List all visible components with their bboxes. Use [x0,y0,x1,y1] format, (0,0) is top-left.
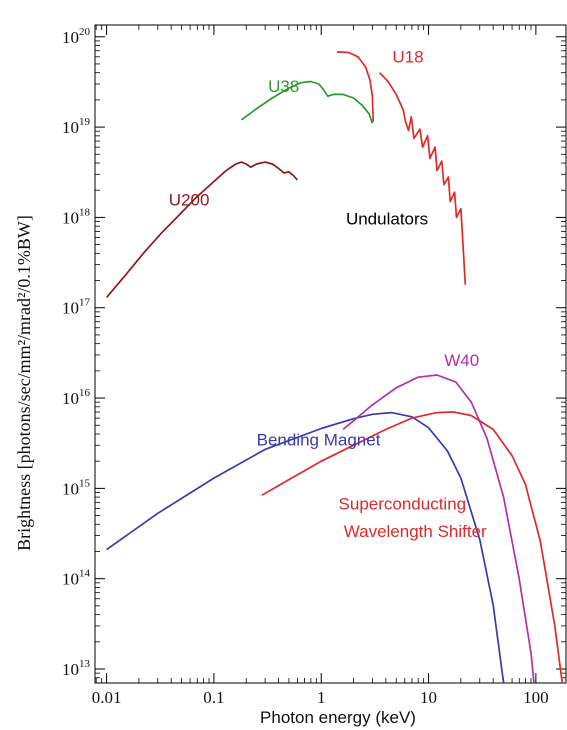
label-superconducting: Superconducting [339,495,467,514]
series-line-w40 [342,374,535,683]
plot-frame [94,24,567,684]
y-axis-title: Brightness [photons/sec/mm²/mrad²/0.1%BW… [14,215,34,551]
label-u18: U18 [392,47,423,66]
series-line-u38 [240,80,374,124]
x-tick-label: 10 [420,688,437,707]
series-line-u18 [378,72,467,285]
x-tick-label: 1 [317,688,326,707]
series-line-bending-magnet [106,411,505,683]
y-tick-label: 1016 [62,387,91,408]
y-tick-label: 1015 [62,477,91,498]
x-axis-title: Photon energy (keV) [260,708,416,727]
y-tick-label: 1017 [62,297,91,318]
series-line-superconducting-wavelength-shifter [261,411,564,683]
series-line-u18 [336,51,375,122]
label-u38: U38 [268,77,299,96]
label-wavelength-shifter: Wavelength Shifter [344,522,487,541]
label-bending-magnet: Bending Magnet [257,430,381,449]
x-tick-label: 100 [523,688,549,707]
label-w40: W40 [444,351,479,370]
series-line-u200 [105,161,299,298]
y-tick-label: 1020 [62,26,91,47]
y-tick-label: 1018 [62,206,91,227]
x-tick-label: 0.1 [203,688,224,707]
series-group [105,51,564,683]
y-tick-label: 1014 [62,568,91,589]
y-tick-label: 1013 [62,658,91,679]
y-tick-label: 1019 [62,116,91,137]
x-tick-label: 0.01 [92,688,122,707]
label-undulators: Undulators [346,210,428,229]
label-u200: U200 [169,191,210,210]
